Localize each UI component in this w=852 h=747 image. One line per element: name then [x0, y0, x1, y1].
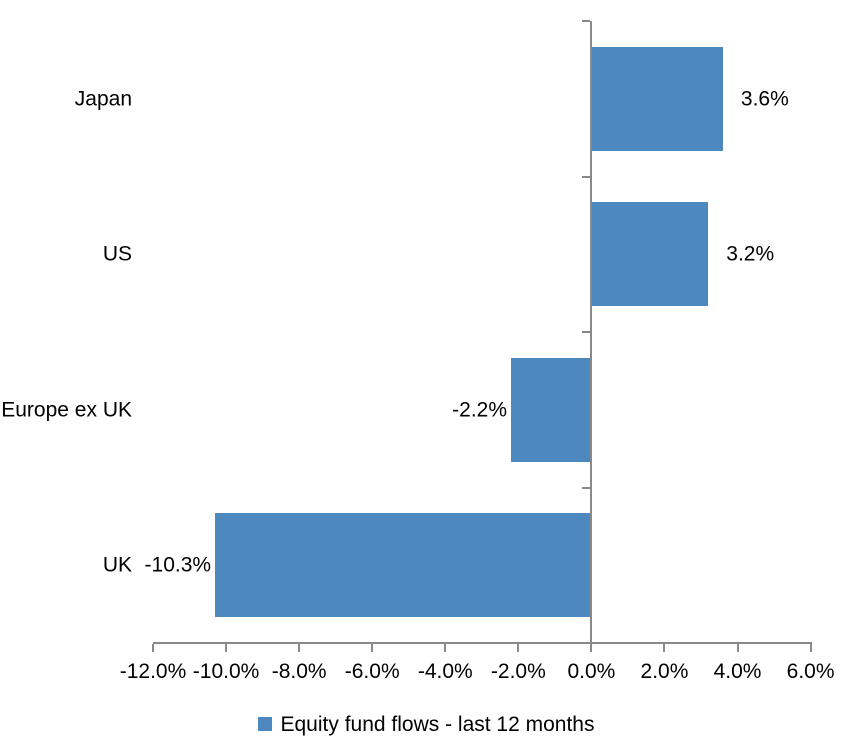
data-label-japan: 3.6% [740, 87, 789, 111]
category-label-europe-ex-uk: Europe ex UK [1, 398, 132, 422]
x-axis-tick-label: 2.0% [640, 660, 689, 683]
x-axis-tick [663, 644, 666, 652]
x-axis-tick-label: -6.0% [344, 660, 400, 683]
x-axis-tick [225, 644, 228, 652]
bar-uk [215, 513, 592, 618]
category-label-japan: Japan [74, 87, 132, 111]
legend-square-marker-icon [257, 717, 272, 731]
legend-label: Equity fund flows - last 12 months [280, 712, 595, 736]
bar-us [591, 202, 709, 307]
x-axis-tick-label: -8.0% [271, 660, 327, 683]
y-axis-category-tick [582, 331, 591, 333]
y-axis-category-tick [582, 175, 591, 178]
category-label-uk: UK [102, 553, 132, 577]
x-axis-tick [371, 644, 374, 652]
x-axis-tick [517, 644, 520, 652]
y-axis-line [590, 21, 593, 643]
x-axis-tick-label: -4.0% [417, 660, 473, 683]
bar-japan [591, 46, 723, 151]
x-axis-tick-label: 4.0% [713, 660, 762, 683]
x-axis-tick-label: -12.0% [119, 660, 187, 683]
legend: Equity fund flows - last 12 months [0, 705, 852, 743]
x-axis-tick [590, 644, 593, 652]
data-label-uk: -10.3% [144, 553, 212, 577]
x-axis-line [153, 642, 812, 644]
x-axis-tick [152, 644, 154, 652]
data-label-us: 3.2% [726, 242, 775, 266]
x-axis-tick [809, 644, 812, 652]
x-axis-tick-label: 0.0% [567, 660, 616, 683]
x-axis-tick-label: -2.0% [490, 660, 546, 683]
x-axis-tick-label: 6.0% [786, 660, 835, 683]
category-label-us: US [102, 242, 132, 266]
x-axis-tick [444, 644, 447, 652]
x-axis-tick [298, 644, 301, 652]
data-label-europe-ex-uk: -2.2% [452, 398, 508, 422]
x-axis-tick-label: -10.0% [192, 660, 260, 683]
y-axis-category-tick [582, 486, 591, 489]
bar-europe-ex-uk [511, 357, 592, 462]
x-axis-tick [736, 644, 739, 652]
y-axis-category-tick [582, 20, 591, 22]
